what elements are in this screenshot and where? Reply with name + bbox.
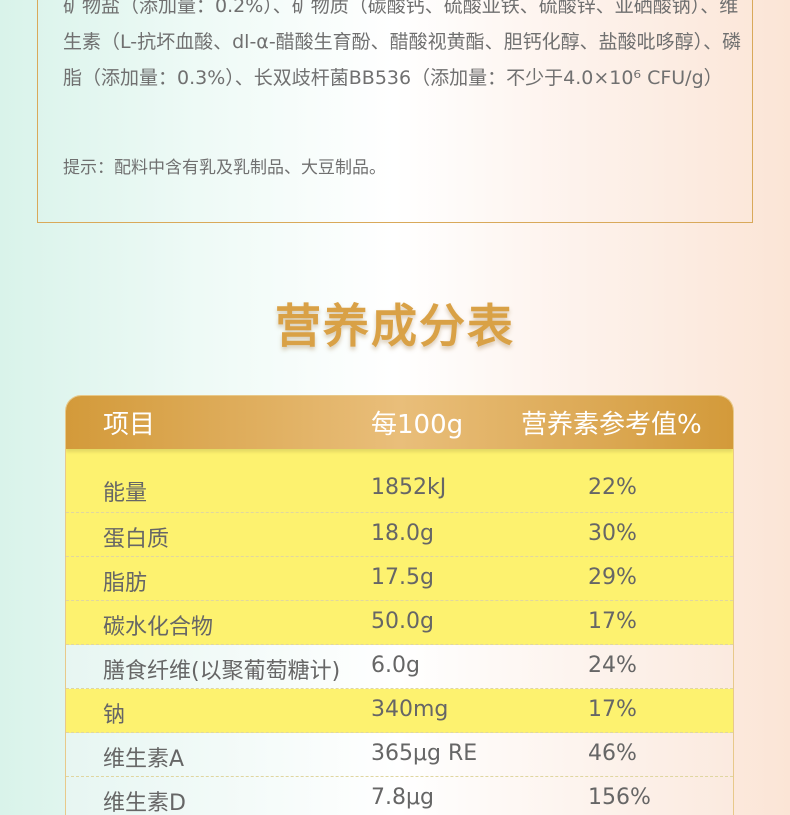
cell-nrv: 22%	[588, 475, 637, 500]
ingredients-box: 矿物盐（添加量：0.2%）、矿物质（碳酸钙、硫酸亚铁、硫酸锌、亚硒酸钠）、维生素…	[37, 0, 753, 223]
ingredients-text: 矿物盐（添加量：0.2%）、矿物质（碳酸钙、硫酸亚铁、硫酸锌、亚硒酸钠）、维生素…	[63, 0, 742, 89]
cell-item: 碳水化合物	[103, 615, 214, 640]
cell-item: 维生素A	[103, 747, 185, 772]
cell-nrv: 29%	[588, 565, 637, 590]
cell-nrv: 24%	[588, 653, 637, 678]
cell-amount: 50.0g	[371, 609, 434, 634]
cell-item: 维生素D	[103, 791, 186, 815]
cell-nrv: 17%	[588, 609, 637, 634]
header-nrv: 营养素参考值%	[521, 410, 702, 440]
cell-amount: 17.5g	[371, 565, 434, 590]
cell-nrv: 17%	[588, 697, 637, 722]
allergen-tip: 提示：配料中含有乳及乳制品、大豆制品。	[63, 158, 386, 178]
cell-nrv: 30%	[588, 521, 637, 546]
header-item: 项目	[103, 410, 156, 440]
cell-amount: 365μg RE	[371, 741, 478, 766]
header-per-100g: 每100g	[371, 410, 464, 440]
cell-amount: 1852kJ	[371, 475, 447, 500]
table-row: 维生素A 365μg RE 46%	[66, 733, 733, 777]
table-row: 钠 340mg 17%	[66, 689, 733, 733]
table-row: 能量 1852kJ 22%	[66, 449, 733, 513]
cell-nrv: 46%	[588, 741, 637, 766]
table-row: 脂肪 17.5g 29%	[66, 557, 733, 601]
table-header: 项目 每100g 营养素参考值%	[66, 396, 733, 449]
table-row: 蛋白质 18.0g 30%	[66, 513, 733, 557]
table-row: 膳食纤维(以聚葡萄糖计) 6.0g 24%	[66, 645, 733, 689]
cell-amount: 7.8μg	[371, 785, 434, 810]
cell-item: 蛋白质	[103, 527, 170, 552]
cell-item: 能量	[103, 481, 148, 506]
cell-item: 膳食纤维(以聚葡萄糖计)	[103, 659, 341, 684]
table-row: 碳水化合物 50.0g 17%	[66, 601, 733, 645]
cell-amount: 340mg	[371, 697, 449, 722]
table-row: 维生素D 7.8μg 156%	[66, 777, 733, 815]
nutrition-table: 项目 每100g 营养素参考值% 能量 1852kJ 22% 蛋白质 18.0g 30% 脂…	[65, 395, 734, 815]
section-title: 营养成分表	[275, 299, 515, 353]
cell-item: 钠	[103, 703, 126, 728]
cell-amount: 18.0g	[371, 521, 434, 546]
cell-item: 脂肪	[103, 571, 148, 596]
cell-amount: 6.0g	[371, 653, 420, 678]
cell-nrv: 156%	[588, 785, 651, 810]
